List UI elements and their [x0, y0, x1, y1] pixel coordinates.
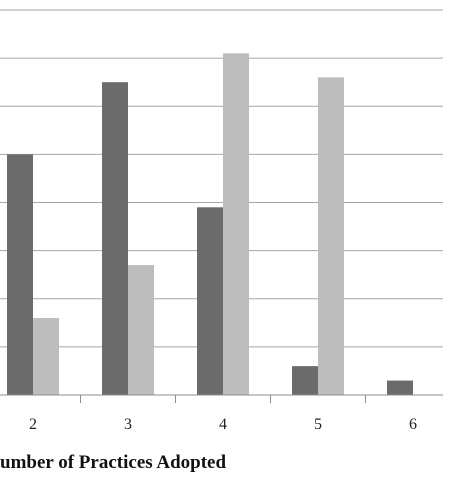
x-tick-label: 3	[124, 416, 132, 433]
x-tick-label: 2	[29, 416, 37, 433]
bar-series-2-category-4	[223, 53, 249, 395]
x-tick-label: 5	[314, 416, 322, 433]
bar-series-1-category-2	[7, 154, 33, 395]
bar-series-1-category-5	[292, 366, 318, 395]
bar-series-2-category-5	[318, 77, 344, 395]
x-tick-label: 6	[409, 416, 417, 433]
x-tick-labels: 2 3 4 5 6	[29, 416, 417, 433]
x-axis	[0, 394, 443, 403]
bars	[7, 53, 413, 395]
bar-series-1-category-3	[102, 82, 128, 395]
x-axis-title: umber of Practices Adopted	[0, 452, 226, 473]
bar-series-2-category-3	[128, 265, 154, 395]
bar-series-1-category-6	[387, 380, 413, 395]
bar-series-1-category-4	[197, 207, 223, 395]
x-tick-label: 4	[219, 416, 227, 433]
bar-series-2-category-2	[33, 318, 59, 395]
